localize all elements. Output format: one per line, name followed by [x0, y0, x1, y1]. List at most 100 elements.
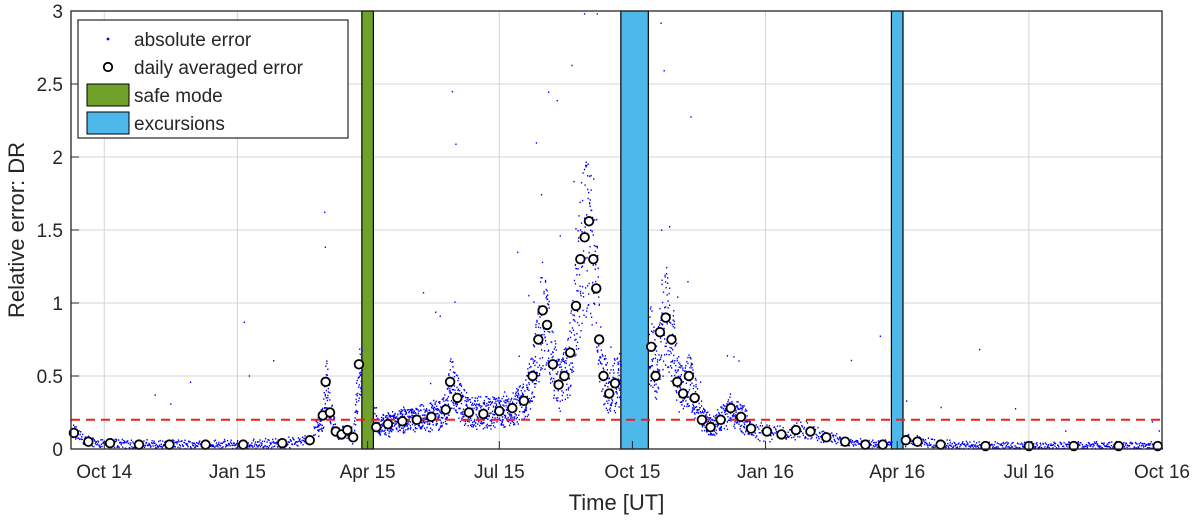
y-tick-label: 2.5	[37, 75, 63, 96]
daily-averaged-point	[440, 404, 451, 415]
x-tick-label: Oct 16	[1134, 462, 1190, 483]
daily-averaged-point	[397, 416, 408, 427]
daily-averaged-point	[527, 370, 538, 382]
daily-averaged-point	[320, 376, 331, 388]
daily-averaged-point	[776, 429, 787, 440]
daily-averaged-point	[1113, 440, 1124, 452]
y-tick-label: 2	[52, 148, 63, 169]
daily-averaged-point	[735, 411, 747, 423]
daily-averaged-point	[104, 437, 116, 449]
daily-averaged-point	[564, 347, 576, 358]
y-tick-label: 3	[52, 2, 63, 23]
legend-label-excursions: excursions	[134, 114, 225, 135]
daily-averaged-point	[912, 436, 923, 447]
y-tick-label: 0.5	[37, 367, 63, 388]
daily-averaged-point	[672, 376, 683, 388]
legend-label-safe-mode: safe mode	[134, 86, 223, 107]
x-axis-ticks: Oct 14 Jan 15 Apr 15 Jul 15 Oct 15 Jan 16 Apr …	[76, 441, 1190, 483]
daily-averaged-point	[821, 432, 832, 443]
daily-averaged-point	[877, 439, 888, 450]
daily-averaged-point	[583, 216, 595, 227]
daily-averaged-point	[666, 334, 677, 345]
legend-label-absolute-error: absolute error	[134, 30, 252, 51]
daily-averaged-point	[860, 439, 871, 450]
daily-averaged-point	[553, 379, 564, 390]
x-tick-label: Jan 15	[209, 462, 266, 483]
daily-averaged-point	[761, 426, 773, 437]
daily-averaged-point	[507, 402, 518, 414]
daily-averaged-point	[463, 407, 475, 418]
legend-entry-excursions: excursions	[86, 111, 225, 135]
daily-averaged-point	[478, 408, 489, 420]
daily-averaged-point	[426, 411, 437, 423]
legend-marker-excursions	[86, 111, 130, 135]
daily-averaged-point	[304, 435, 315, 446]
daily-averaged-point	[371, 421, 382, 433]
daily-averaged-point	[452, 392, 463, 404]
x-tick-label: Jan 16	[737, 462, 794, 483]
daily-averaged-point	[705, 421, 716, 433]
x-tick-label: Apr 16	[869, 462, 925, 483]
daily-averaged-point	[382, 418, 394, 430]
daily-averaged-point	[237, 439, 249, 450]
daily-averaged-error-series	[68, 216, 1163, 452]
daily-averaged-point	[683, 370, 695, 382]
daily-averaged-point	[494, 405, 505, 417]
daily-averaged-point	[1068, 440, 1079, 452]
daily-averaged-point	[696, 414, 708, 426]
daily-averaged-point	[83, 436, 94, 447]
daily-averaged-point	[164, 439, 175, 450]
y-axis-ticks: 0 0.5 1 1.5 2 2.5 3	[37, 2, 79, 461]
legend-marker-daily-averaged-error	[102, 61, 114, 73]
daily-averaged-point	[609, 378, 621, 389]
x-tick-label: Jul 16	[1004, 462, 1055, 483]
x-tick-label: Jul 15	[474, 462, 525, 483]
x-tick-label: Oct 14	[76, 462, 132, 483]
daily-averaged-point	[598, 370, 609, 382]
daily-averaged-point	[533, 334, 544, 345]
x-tick-label: Apr 15	[340, 462, 396, 483]
daily-averaged-point	[277, 437, 288, 449]
daily-averaged-point	[342, 424, 353, 436]
legend-entry-absolute-error: absolute error	[106, 30, 252, 51]
y-tick-label: 0	[52, 440, 63, 461]
legend-entry-safe-mode: safe mode	[86, 83, 223, 107]
daily-averaged-point	[660, 312, 671, 323]
daily-averaged-point	[839, 436, 851, 447]
daily-averaged-point	[559, 370, 570, 382]
daily-averaged-point	[200, 439, 211, 450]
legend-marker-absolute-error	[106, 37, 110, 41]
daily-averaged-point	[579, 232, 590, 243]
daily-averaged-point	[324, 407, 336, 418]
daily-averaged-point	[604, 388, 615, 399]
daily-averaged-point	[715, 414, 726, 426]
daily-averaged-point	[547, 359, 559, 370]
daily-averaged-point	[980, 440, 991, 452]
daily-averaged-point	[654, 327, 666, 338]
daily-averaged-point	[900, 435, 912, 446]
x-tick-label: Oct 15	[604, 462, 660, 483]
daily-averaged-point	[518, 395, 530, 407]
y-axis-title: Relative error: DR	[4, 142, 29, 318]
daily-averaged-point	[347, 432, 359, 443]
daily-averaged-point	[541, 319, 553, 331]
safe-mode-region	[361, 10, 375, 450]
daily-averaged-point	[805, 426, 816, 437]
daily-averaged-point	[689, 392, 700, 404]
daily-averaged-point	[411, 414, 423, 426]
legend-entry-daily-averaged-error: daily averaged error	[102, 58, 304, 79]
excursion-region	[620, 10, 649, 450]
daily-averaged-point	[588, 254, 599, 265]
daily-averaged-point	[68, 427, 80, 439]
daily-averaged-point	[570, 300, 582, 312]
daily-averaged-point	[593, 334, 605, 345]
x-axis-title: Time [UT]	[569, 490, 665, 515]
daily-averaged-point	[591, 283, 602, 294]
daily-averaged-point	[677, 388, 689, 399]
daily-averaged-point	[537, 305, 548, 316]
daily-averaged-point	[444, 376, 456, 388]
daily-averaged-point	[646, 341, 657, 353]
excursion-region	[890, 10, 904, 450]
daily-averaged-point	[745, 423, 757, 434]
